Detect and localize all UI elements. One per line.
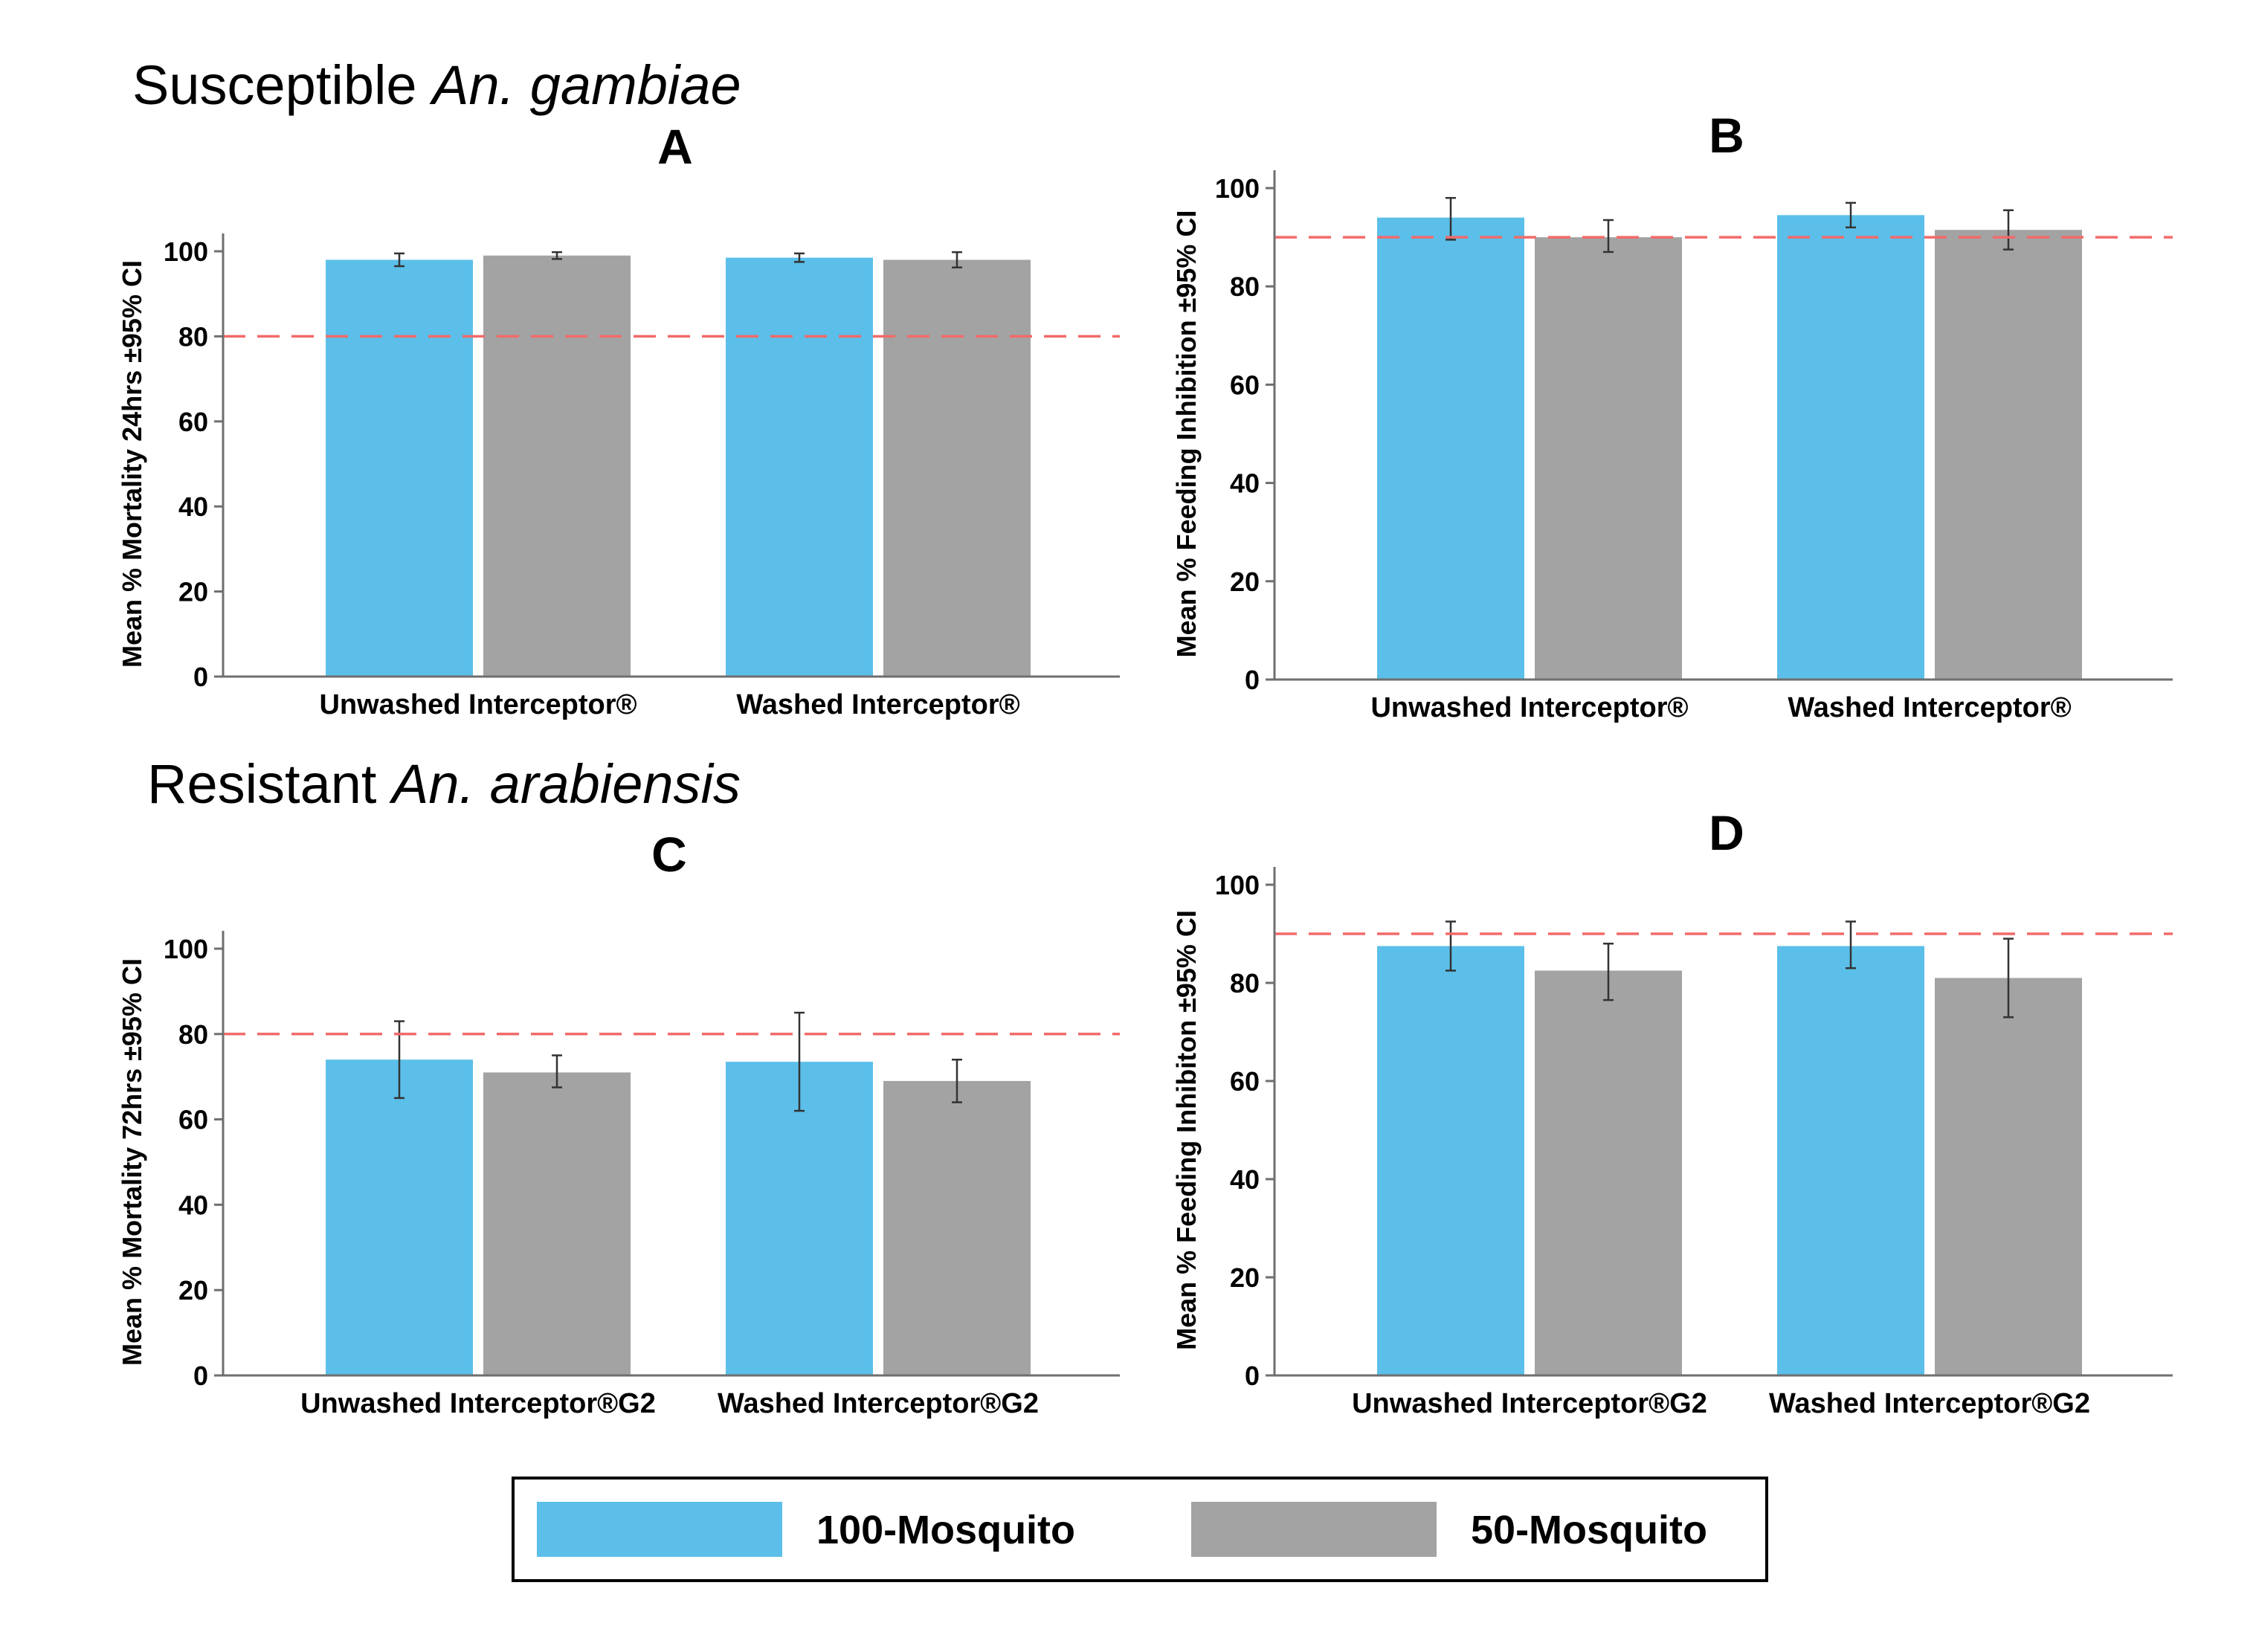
x-category-label: Washed Interceptor®G2: [1769, 1388, 2090, 1419]
x-category-label: Unwashed Interceptor®: [319, 689, 636, 720]
y-tick-label: 20: [178, 1275, 208, 1306]
y-tick-label: 100: [1215, 870, 1260, 900]
y-tick-label: 0: [1245, 1361, 1260, 1391]
error-bar: [1603, 219, 1614, 254]
error-bar: [2003, 209, 2014, 251]
panel-c: C Mean % Mortality 72hrs ±95% CI 0 20 40 60 80…: [117, 827, 1120, 1419]
y-axis-label: Mean % Mortality 72hrs ±95% CI: [117, 958, 147, 1366]
error-bar: [394, 252, 405, 268]
x-category-label: Washed Interceptor®: [736, 689, 1019, 720]
error-bar: [2003, 938, 2014, 1019]
legend-swatch-50-mosquito: [1191, 1502, 1437, 1557]
y-axis-label: Mean % Feeding Inhibiton ±95% CI: [1171, 910, 1202, 1350]
bar-50-mosquito: [1935, 978, 2082, 1375]
y-tick-label: 0: [193, 662, 208, 692]
y-tick-label: 80: [1230, 271, 1260, 302]
bar-100-mosquito: [726, 257, 873, 677]
bar-100-mosquito: [326, 259, 473, 677]
panel-title: D: [1709, 805, 1744, 860]
bar-50-mosquito: [1935, 230, 2082, 680]
y-tick-label: 100: [1215, 173, 1260, 204]
bar-100-mosquito: [1777, 215, 1924, 680]
error-bar: [552, 251, 562, 260]
bar-50-mosquito: [883, 259, 1031, 677]
x-category-label: Unwashed Interceptor®G2: [300, 1388, 656, 1419]
x-category-label: Unwashed Interceptor®: [1370, 692, 1688, 723]
panel-b: B Mean % Feeding Inhibition ±95% CI 0 20 40 6…: [1171, 108, 2173, 723]
section-prefix: Susceptible: [132, 54, 432, 116]
legend-label-100-mosquito: 100-Mosquito: [816, 1508, 1075, 1552]
section-title-susceptible: Susceptible An. gambiae: [132, 54, 741, 116]
error-bar: [1603, 942, 1614, 1001]
bar-100-mosquito: [726, 1062, 873, 1375]
error-bar: [552, 1054, 562, 1088]
bar-100-mosquito: [1377, 946, 1524, 1375]
y-tick-label: 80: [1230, 968, 1260, 998]
y-tick-label: 0: [193, 1361, 208, 1391]
x-category-label: Washed Interceptor®: [1788, 692, 2071, 723]
y-axis-label: Mean % Mortality 24hrs ±95% CI: [117, 260, 147, 668]
y-tick-label: 0: [1245, 665, 1260, 695]
y-tick-label: 20: [178, 577, 208, 607]
section-species: An. arabiensis: [389, 753, 741, 815]
bar-100-mosquito: [1777, 946, 1924, 1375]
bar-100-mosquito: [1377, 217, 1524, 680]
y-tick-label: 60: [178, 1105, 208, 1135]
bar-100-mosquito: [326, 1059, 473, 1375]
y-tick-label: 100: [164, 934, 208, 964]
panel-d: D Mean % Feeding Inhibiton ±95% CI 0 20 40 60…: [1171, 805, 2173, 1419]
error-bar: [794, 1011, 805, 1112]
x-category-label: Unwashed Interceptor®G2: [1352, 1388, 1707, 1419]
error-bar: [952, 1058, 962, 1103]
y-tick-label: 40: [1230, 1164, 1260, 1195]
panel-title: C: [651, 827, 687, 882]
panel-a: A Mean % Mortality 24hrs ±95% CI 0 20 40 60 80…: [117, 119, 1120, 720]
section-species: An. gambiae: [429, 54, 741, 116]
bar-50-mosquito: [483, 255, 631, 677]
chart-panels: A Mean % Mortality 24hrs ±95% CI 0 20 40 60 80…: [117, 108, 2173, 1419]
y-tick-label: 60: [1230, 370, 1260, 400]
legend-swatch-100-mosquito: [537, 1502, 782, 1557]
y-tick-label: 60: [1230, 1066, 1260, 1097]
bar-50-mosquito: [883, 1080, 1031, 1375]
bar-50-mosquito: [483, 1072, 631, 1375]
y-tick-label: 60: [178, 407, 208, 437]
error-bar: [1846, 201, 1856, 229]
legend-label-50-mosquito: 50-Mosquito: [1471, 1508, 1707, 1552]
section-prefix: Resistant: [147, 753, 392, 815]
panel-title: B: [1709, 108, 1744, 163]
bar-50-mosquito: [1535, 970, 1682, 1375]
bar-50-mosquito: [1535, 237, 1682, 680]
panel-title: A: [657, 119, 693, 174]
x-category-label: Washed Interceptor®G2: [718, 1388, 1039, 1419]
error-bar: [794, 252, 805, 263]
section-title-resistant: Resistant An. arabiensis: [147, 753, 741, 815]
y-tick-label: 20: [1230, 567, 1260, 597]
y-axis-label: Mean % Feeding Inhibition ±95% CI: [1171, 210, 1202, 658]
error-bar: [1446, 920, 1456, 972]
error-bar: [1846, 920, 1856, 969]
legend: 100-Mosquito 50-Mosquito: [512, 1477, 1768, 1582]
error-bar: [1446, 196, 1456, 241]
error-bar: [952, 251, 962, 268]
y-tick-label: 40: [178, 1190, 208, 1220]
y-tick-label: 80: [178, 1019, 208, 1050]
y-tick-label: 40: [178, 491, 208, 522]
y-tick-label: 20: [1230, 1262, 1260, 1293]
y-tick-label: 100: [164, 236, 208, 267]
y-tick-label: 80: [178, 321, 208, 352]
y-tick-label: 40: [1230, 468, 1260, 499]
